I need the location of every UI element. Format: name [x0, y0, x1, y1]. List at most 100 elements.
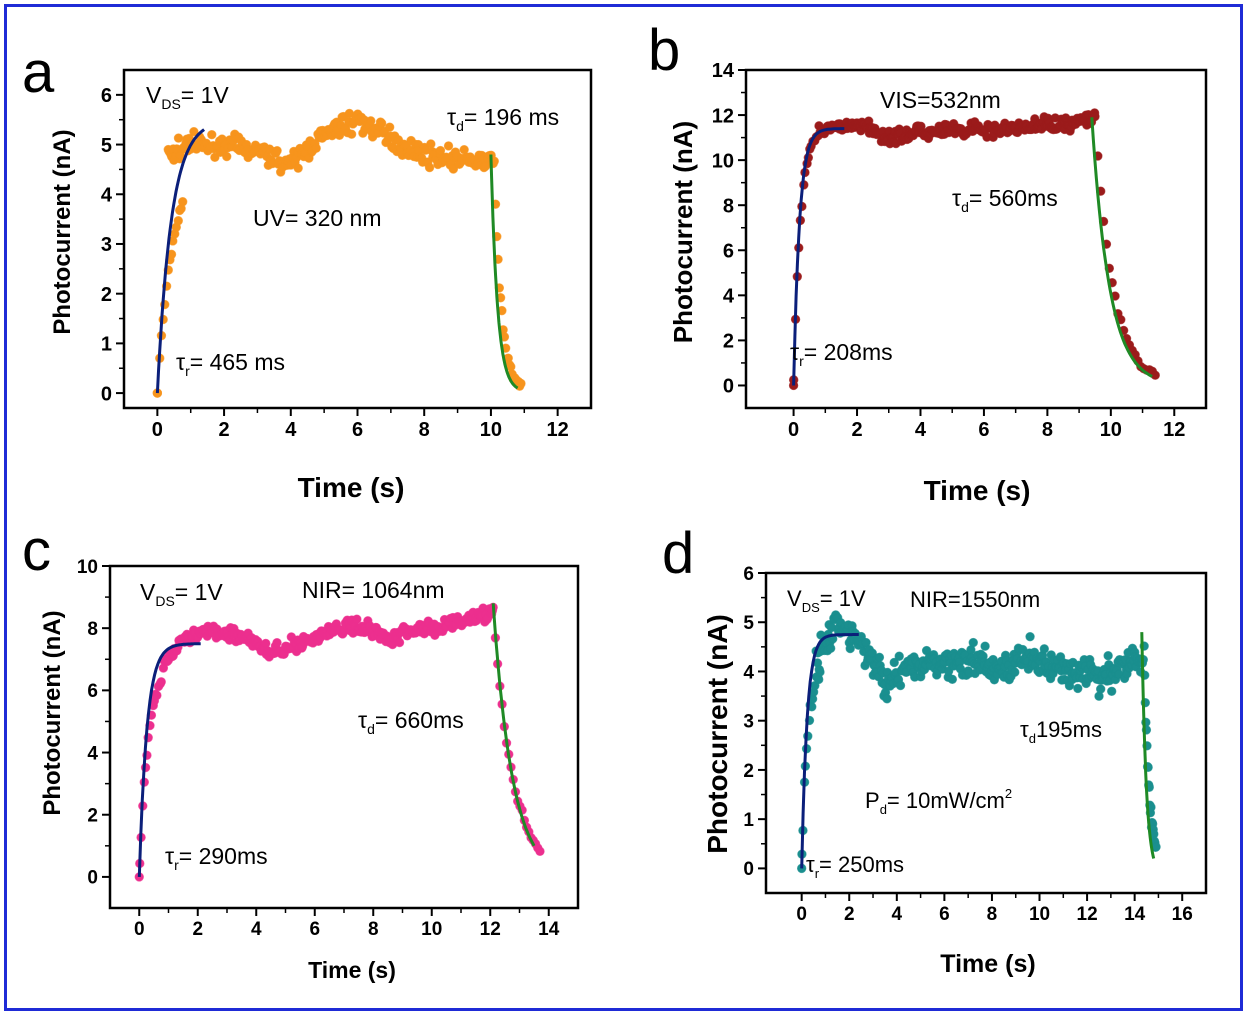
y-tick-label: 6	[101, 85, 112, 107]
y-tick-label: 2	[743, 761, 754, 782]
x-tick-label: 4	[892, 904, 903, 925]
y-tick-label: 5	[743, 613, 754, 634]
y-tick-label: 4	[87, 743, 98, 764]
data-point	[272, 637, 282, 648]
x-tick-label: 10	[480, 419, 502, 441]
x-tick-label: 14	[538, 919, 560, 940]
x-tick-label: 6	[352, 419, 363, 441]
data-point	[376, 118, 387, 129]
y-axis-label-c: Photocurrent (nA)	[39, 610, 66, 815]
x-tick-label: 8	[987, 904, 998, 925]
y-tick-label: 6	[743, 564, 754, 585]
data-point	[1095, 684, 1106, 694]
wavelength-label-b: VIS=532nm	[880, 87, 1001, 113]
tau-r-label-d: τr= 250ms	[806, 852, 904, 881]
y-tick-label: 0	[101, 383, 112, 405]
x-axis-label-a: Time (s)	[298, 472, 405, 503]
tau-r-label-c: τr= 290ms	[165, 843, 268, 873]
rise-fit-curve	[155, 128, 205, 394]
tau-d-label-a: τd= 196 ms	[447, 104, 559, 134]
data-point	[426, 139, 436, 149]
y-axis-label-a: Photocurrent (nA)	[49, 129, 76, 334]
data-point	[173, 133, 184, 143]
panel-b: b 0 2 4 6 8 10 12 0 2 4 6 8 10 12 14 Time (s) Photocur…	[648, 18, 1208, 506]
x-tick-label: 12	[1163, 419, 1185, 441]
x-axis-label-c: Time (s)	[308, 957, 396, 983]
data-point	[1107, 686, 1117, 696]
bias-label-c: VDS= 1V	[140, 579, 223, 609]
data-point	[293, 163, 303, 173]
x-tick-label: 12	[547, 419, 569, 441]
y-axis-label-d: Photocurrent (nA)	[702, 614, 733, 854]
x-tick-label: 2	[219, 419, 230, 441]
y-tick-label: 6	[723, 240, 734, 262]
x-tick-label: 10	[421, 919, 442, 940]
x-tick-label: 12	[1077, 904, 1098, 925]
data-point	[1025, 631, 1035, 642]
y-tick-label: 12	[712, 105, 734, 127]
x-tick-label: 6	[309, 919, 320, 940]
data-point	[352, 614, 362, 624]
data-point	[845, 643, 855, 654]
data-point	[516, 378, 526, 389]
tau-r-label-a: τr= 465 ms	[176, 349, 285, 379]
axes-b: 0 2 4 6 8 10 12 0 2 4 6 8 10 12 14	[712, 60, 1208, 441]
data-point	[443, 141, 454, 151]
y-tick-label: 8	[87, 619, 98, 640]
x-tick-label: 8	[368, 919, 379, 940]
y-axis-label-b: Photocurrent (nA)	[668, 121, 698, 343]
bias-label-a: VDS= 1V	[146, 82, 229, 112]
panel-letter-b: b	[648, 18, 680, 83]
x-axis-label-d: Time (s)	[940, 950, 1035, 978]
data-point	[895, 680, 906, 691]
x-tick-label: 6	[978, 419, 989, 441]
data-point	[394, 637, 405, 648]
decay-fit-curve	[491, 603, 536, 847]
wavelength-label-a: UV= 320 nm	[253, 205, 382, 231]
y-tick-label: 8	[723, 195, 734, 217]
data-point	[874, 652, 885, 662]
decay-fit-curve	[489, 154, 519, 390]
panel-letter-c: c	[22, 518, 51, 583]
x-tick-label: 10	[1029, 904, 1050, 925]
axes-c: 0 2 4 6 8 10 12 14 0 2 4 6 8 10	[77, 557, 580, 940]
y-tick-label: 1	[743, 810, 754, 831]
wavelength-label-c: NIR= 1064nm	[302, 577, 445, 603]
x-tick-label: 2	[851, 419, 862, 441]
tau-d-label-d: τd195ms	[1020, 717, 1102, 746]
data-point	[535, 846, 545, 857]
y-tick-label: 4	[101, 184, 113, 206]
panel-letter-a: a	[22, 40, 55, 105]
x-tick-label: 14	[1124, 904, 1146, 925]
bias-label-d: VDS= 1V	[787, 586, 866, 615]
data-point	[384, 122, 395, 132]
data-point	[222, 151, 232, 162]
y-tick-label: 6	[87, 681, 98, 702]
x-tick-label: 8	[419, 419, 430, 441]
wavelength-label-d: NIR=1550nm	[910, 587, 1040, 612]
x-tick-label: 10	[1100, 419, 1122, 441]
y-tick-label: 5	[101, 135, 112, 157]
y-tick-label: 2	[101, 284, 112, 306]
tau-d-label-b: τd= 560ms	[952, 185, 1058, 215]
plot-frame	[764, 571, 1208, 895]
y-tick-label: 4	[743, 662, 754, 683]
panel-letter-d: d	[662, 521, 694, 586]
data-point	[1103, 651, 1113, 661]
data-point	[346, 129, 357, 139]
x-tick-label: 4	[251, 919, 262, 940]
y-tick-label: 2	[87, 806, 98, 827]
x-tick-label: 8	[1042, 419, 1053, 441]
data-point	[424, 162, 435, 173]
y-tick-label: 1	[101, 334, 112, 356]
x-tick-label: 0	[134, 919, 145, 940]
data-point	[825, 643, 836, 654]
y-tick-label: 10	[712, 150, 734, 172]
x-tick-label: 16	[1172, 904, 1193, 925]
power-label-d: Pd= 10mW/cm2	[865, 786, 1012, 817]
x-tick-label: 2	[192, 919, 203, 940]
